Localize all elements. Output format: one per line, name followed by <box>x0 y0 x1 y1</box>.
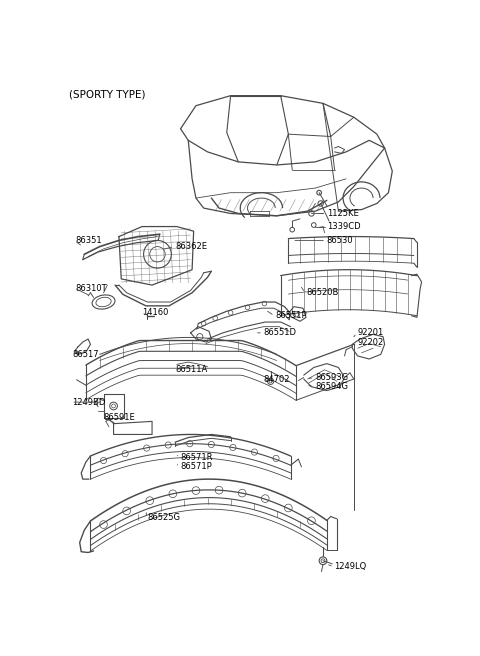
Text: 86594G: 86594G <box>315 382 348 391</box>
Text: 86593G: 86593G <box>315 373 348 382</box>
Text: 1249LQ: 1249LQ <box>335 562 367 571</box>
Text: 86591E: 86591E <box>104 413 135 422</box>
Text: 92202: 92202 <box>358 338 384 346</box>
Text: 86351: 86351 <box>75 236 102 245</box>
Text: 86530: 86530 <box>327 236 353 245</box>
Text: 1249BD: 1249BD <box>72 398 105 407</box>
Text: 14160: 14160 <box>142 308 168 318</box>
Text: 86525G: 86525G <box>147 513 180 522</box>
Text: 1339CD: 1339CD <box>327 222 360 231</box>
Text: (SPORTY TYPE): (SPORTY TYPE) <box>69 89 145 100</box>
Text: 86511A: 86511A <box>175 365 207 375</box>
Text: 86520B: 86520B <box>306 288 338 297</box>
Text: 1125KE: 1125KE <box>327 209 359 218</box>
Text: 86551D: 86551D <box>264 328 297 337</box>
Text: 86517: 86517 <box>72 350 98 359</box>
Text: 86310T: 86310T <box>75 283 107 293</box>
Text: 86551P: 86551P <box>275 312 307 320</box>
Text: 86362E: 86362E <box>175 242 207 251</box>
Text: 84702: 84702 <box>263 375 289 384</box>
Text: 92201: 92201 <box>358 328 384 337</box>
Text: 86571P: 86571P <box>180 462 212 471</box>
Text: 86571R: 86571R <box>180 453 213 462</box>
